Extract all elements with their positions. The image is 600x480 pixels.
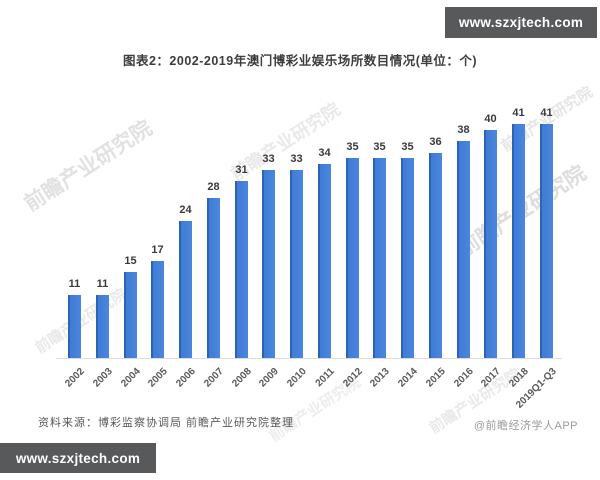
bar: [235, 181, 248, 358]
bar: [540, 124, 553, 358]
x-axis-label: 2006: [173, 366, 198, 390]
x-axis-label: 2008: [229, 366, 254, 390]
bar-value-label: 35: [346, 141, 359, 153]
bar-value-label: 15: [124, 255, 137, 267]
bar: [318, 164, 331, 358]
x-axis-label: 2004: [118, 366, 143, 390]
bar-value-label: 24: [179, 204, 192, 216]
bar: [346, 158, 359, 358]
bar-value-label: 35: [401, 141, 414, 153]
x-axis-label: 2017: [478, 366, 503, 390]
website-banner-top: www.szxjtech.com: [445, 7, 597, 38]
bar: [512, 124, 525, 358]
x-axis-label: 2016: [451, 366, 476, 390]
bar-value-label: 41: [540, 107, 553, 119]
bar-value-label: 11: [68, 278, 81, 290]
bar: [457, 141, 470, 358]
source-note: 资料来源：博彩监察协调局 前瞻产业研究院整理: [38, 417, 295, 429]
bar: [124, 272, 137, 358]
bar-value-label: 33: [262, 153, 275, 165]
x-axis-label: 2013: [367, 366, 392, 390]
bar: [207, 198, 220, 358]
bar-value-label: 35: [373, 141, 386, 153]
bar: [290, 170, 303, 358]
x-axis-label: 2002: [62, 366, 87, 390]
bar-value-label: 11: [96, 278, 109, 290]
chart-title: 图表2：2002-2019年澳门博彩业娱乐场所数目情况(单位：个): [122, 54, 478, 68]
bar: [151, 261, 164, 358]
bar: [262, 170, 275, 358]
bar: [179, 221, 192, 358]
x-axis-label: 2014: [395, 366, 420, 390]
bar-value-label: 17: [151, 244, 164, 256]
bar-value-label: 34: [318, 147, 331, 159]
x-axis-label: 2007: [201, 366, 226, 390]
x-axis-label: 2011: [313, 366, 337, 390]
bar: [68, 295, 81, 358]
x-axis-label: 2010: [284, 366, 309, 390]
website-banner-bottom: www.szxjtech.com: [0, 443, 156, 473]
bar: [96, 295, 109, 358]
x-axis-label: 2005: [145, 366, 170, 390]
x-axis-label: 2015: [423, 366, 448, 390]
bar: [401, 158, 414, 358]
x-axis-label: 2003: [90, 366, 115, 390]
bar-value-label: 38: [457, 124, 470, 136]
bar-value-label: 31: [235, 164, 248, 176]
x-axis-line: [56, 358, 562, 359]
bar: [429, 153, 442, 358]
bar-value-label: 41: [512, 107, 525, 119]
bar-value-label: 36: [429, 136, 442, 148]
bar-value-label: 33: [290, 153, 303, 165]
x-axis-label: 2012: [340, 366, 365, 390]
bar-value-label: 40: [484, 113, 497, 125]
bar: [373, 158, 386, 358]
x-axis-label: 2018: [506, 366, 531, 390]
x-axis-label: 2009: [256, 366, 281, 390]
attribution: @前瞻经济学人APP: [473, 420, 578, 432]
bar: [484, 130, 497, 358]
bar-value-label: 28: [207, 181, 220, 193]
